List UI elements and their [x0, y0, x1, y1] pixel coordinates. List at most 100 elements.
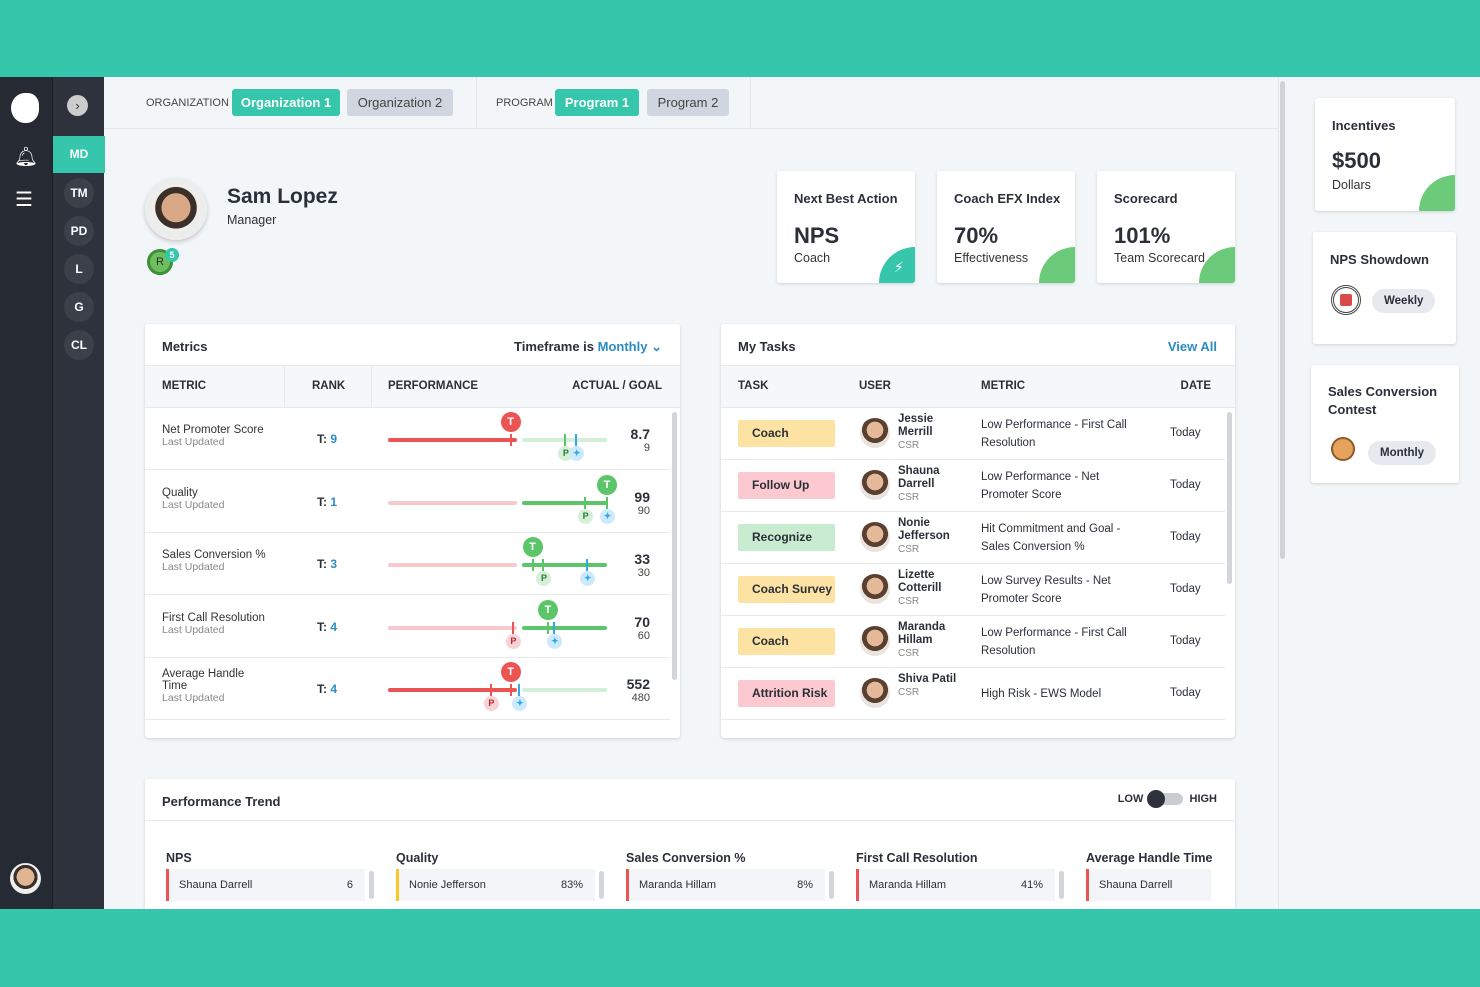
- user-role: CSR: [898, 596, 920, 607]
- task-row[interactable]: Recognize Nonie Jefferson CSR Hit Commitm…: [721, 512, 1225, 564]
- user-name[interactable]: Nonie Jefferson: [898, 517, 950, 542]
- star-tick: [575, 434, 578, 446]
- metric-name: Net Promoter Score: [162, 424, 264, 436]
- main-scrollbar[interactable]: [1278, 77, 1288, 909]
- trend-row[interactable]: Maranda Hillam 41%: [856, 869, 1055, 901]
- rank: T: 3: [317, 557, 337, 571]
- performance-trend-panel: Performance Trend LOW HIGH NPS Shauna Da…: [145, 779, 1235, 909]
- nav-item-g[interactable]: G: [64, 292, 94, 322]
- contest-card-nps-showdown[interactable]: NPS Showdown Weekly: [1313, 232, 1456, 344]
- shield-badge-icon: [1331, 285, 1361, 315]
- trend-row[interactable]: Maranda Hillam 8%: [626, 869, 825, 901]
- task-row[interactable]: Coach Jessie Merrill CSR Low Performance …: [721, 408, 1225, 460]
- trend-row[interactable]: Nonie Jefferson 83%: [396, 869, 595, 901]
- kpi-value: 101%: [1114, 223, 1171, 248]
- target-marker[interactable]: T: [500, 662, 521, 682]
- kpi-card[interactable]: Next Best Action NPS Coach ⚡︎: [777, 171, 915, 283]
- org-2-button[interactable]: Organization 2: [347, 89, 453, 116]
- prior-marker[interactable]: P: [483, 696, 499, 711]
- nav-item-l[interactable]: L: [64, 254, 94, 284]
- trend-column-title: First Call Resolution: [856, 851, 978, 865]
- rank: T: 4: [317, 682, 337, 696]
- timeframe-value: Monthly: [597, 339, 648, 354]
- incentives-card[interactable]: Incentives $500 Dollars: [1315, 98, 1455, 211]
- rank-prefix: T:: [317, 432, 327, 446]
- kpi-card[interactable]: Coach EFX Index 70% Effectiveness: [937, 171, 1075, 283]
- contest-period: Weekly: [1372, 289, 1436, 313]
- lightning-icon: ⚡︎: [879, 247, 915, 283]
- trend-scrollbar[interactable]: [829, 871, 834, 899]
- col-performance: PERFORMANCE: [388, 380, 479, 392]
- star-marker-icon[interactable]: ✦: [512, 696, 528, 711]
- task-tag[interactable]: Coach: [738, 628, 835, 655]
- trend-scrollbar[interactable]: [1059, 871, 1064, 899]
- bell-icon[interactable]: 🔔︎: [14, 147, 39, 168]
- rank-prefix: T:: [317, 494, 327, 509]
- task-row[interactable]: Coach Survey Lizette Cotterill CSR Low Su…: [721, 564, 1225, 616]
- task-tag[interactable]: Coach Survey: [738, 576, 835, 603]
- nav-item-cl[interactable]: CL: [64, 330, 94, 360]
- task-tag[interactable]: Follow Up: [738, 472, 835, 499]
- task-row[interactable]: Attrition Risk Shiva Patil CSR High Risk …: [721, 668, 1225, 720]
- kpi-card[interactable]: Scorecard 101% Team Scorecard: [1097, 171, 1235, 283]
- task-tag[interactable]: Attrition Risk: [738, 680, 835, 707]
- rank: T: 4: [317, 620, 337, 634]
- target-marker[interactable]: T: [597, 474, 617, 495]
- col-actual-goal: ACTUAL / GOAL: [572, 380, 662, 392]
- icon-rail: 🔔︎ ☰: [0, 77, 52, 909]
- nav-item-pd[interactable]: PD: [64, 216, 94, 246]
- target-marker[interactable]: T: [522, 537, 543, 557]
- user-name[interactable]: Jessie Merrill: [898, 413, 934, 438]
- rank-value: 4: [330, 619, 338, 634]
- user-role: CSR: [898, 648, 920, 659]
- task-row[interactable]: Follow Up Shauna Darrell CSR Low Performa…: [721, 460, 1225, 512]
- star-marker-icon[interactable]: ✦: [547, 633, 563, 649]
- low-high-toggle[interactable]: LOW HIGH: [1118, 790, 1218, 809]
- prior-marker[interactable]: P: [505, 633, 521, 649]
- user-name[interactable]: Shiva Patil: [898, 673, 957, 685]
- contest-card-sales-conversion[interactable]: Sales Conversion Contest Monthly: [1311, 365, 1459, 483]
- program-2-button[interactable]: Program 2: [647, 89, 729, 116]
- task-tag[interactable]: Coach: [738, 420, 835, 447]
- metrics-scrollbar[interactable]: [672, 412, 677, 680]
- star-marker-icon[interactable]: ✦: [580, 571, 596, 586]
- prior-marker[interactable]: P: [536, 571, 552, 586]
- metrics-panel: Metrics Timeframe is Monthly ⌄ METRIC RA…: [145, 324, 680, 738]
- trend-row[interactable]: Shauna Darrell: [1086, 869, 1211, 901]
- star-marker-icon[interactable]: ✦: [569, 446, 585, 461]
- list-icon[interactable]: ☰: [15, 189, 33, 211]
- view-all-link[interactable]: View All: [1167, 339, 1217, 354]
- metric-row[interactable]: Net Promoter Score Last Updated T: 9 T P …: [145, 408, 670, 470]
- timeframe-dropdown[interactable]: Timeframe is Monthly ⌄: [514, 339, 662, 355]
- metric-row[interactable]: First Call Resolution Last Updated T: 4 T…: [145, 596, 670, 658]
- metric-row[interactable]: Average Handle Time Last Updated T: 4 T P…: [145, 658, 670, 720]
- task-tag[interactable]: Recognize: [738, 524, 835, 551]
- contest-title: Sales Conversion Contest: [1328, 384, 1438, 417]
- prior-marker[interactable]: P: [578, 508, 594, 524]
- incentives-title: Incentives: [1332, 118, 1396, 133]
- user-name[interactable]: Lizette Cotterill: [898, 569, 942, 594]
- trend-column-title: Quality: [396, 851, 439, 865]
- metric-row[interactable]: Quality Last Updated T: 1 T P ✦ 99 90: [145, 471, 670, 533]
- org-1-button[interactable]: Organization 1: [232, 89, 340, 116]
- nav-item-tm[interactable]: TM: [64, 178, 94, 208]
- profile-avatar: [145, 178, 207, 240]
- contest-period: Monthly: [1368, 441, 1437, 465]
- metric-row[interactable]: Sales Conversion % Last Updated T: 3 T P …: [145, 533, 670, 595]
- user-name[interactable]: Shauna Darrell: [898, 465, 940, 490]
- expand-chevron-icon[interactable]: ›: [67, 95, 88, 116]
- trend-row[interactable]: Shauna Darrell 6: [166, 869, 365, 901]
- target-marker[interactable]: T: [500, 412, 521, 432]
- user-avatar[interactable]: [10, 863, 41, 894]
- star-marker-icon[interactable]: ✦: [600, 508, 615, 524]
- trend-scrollbar[interactable]: [369, 871, 374, 899]
- trend-scrollbar[interactable]: [599, 871, 604, 899]
- target-marker[interactable]: T: [537, 599, 558, 620]
- toggle-high-label: HIGH: [1189, 793, 1218, 805]
- nav-item-md[interactable]: MD: [53, 136, 105, 173]
- task-row[interactable]: Coach Maranda Hillam CSR Low Performance …: [721, 616, 1225, 668]
- actual-value: 552: [626, 676, 650, 692]
- tasks-scrollbar[interactable]: [1227, 412, 1232, 584]
- user-name[interactable]: Maranda Hillam: [898, 621, 946, 646]
- program-1-button[interactable]: Program 1: [555, 89, 639, 116]
